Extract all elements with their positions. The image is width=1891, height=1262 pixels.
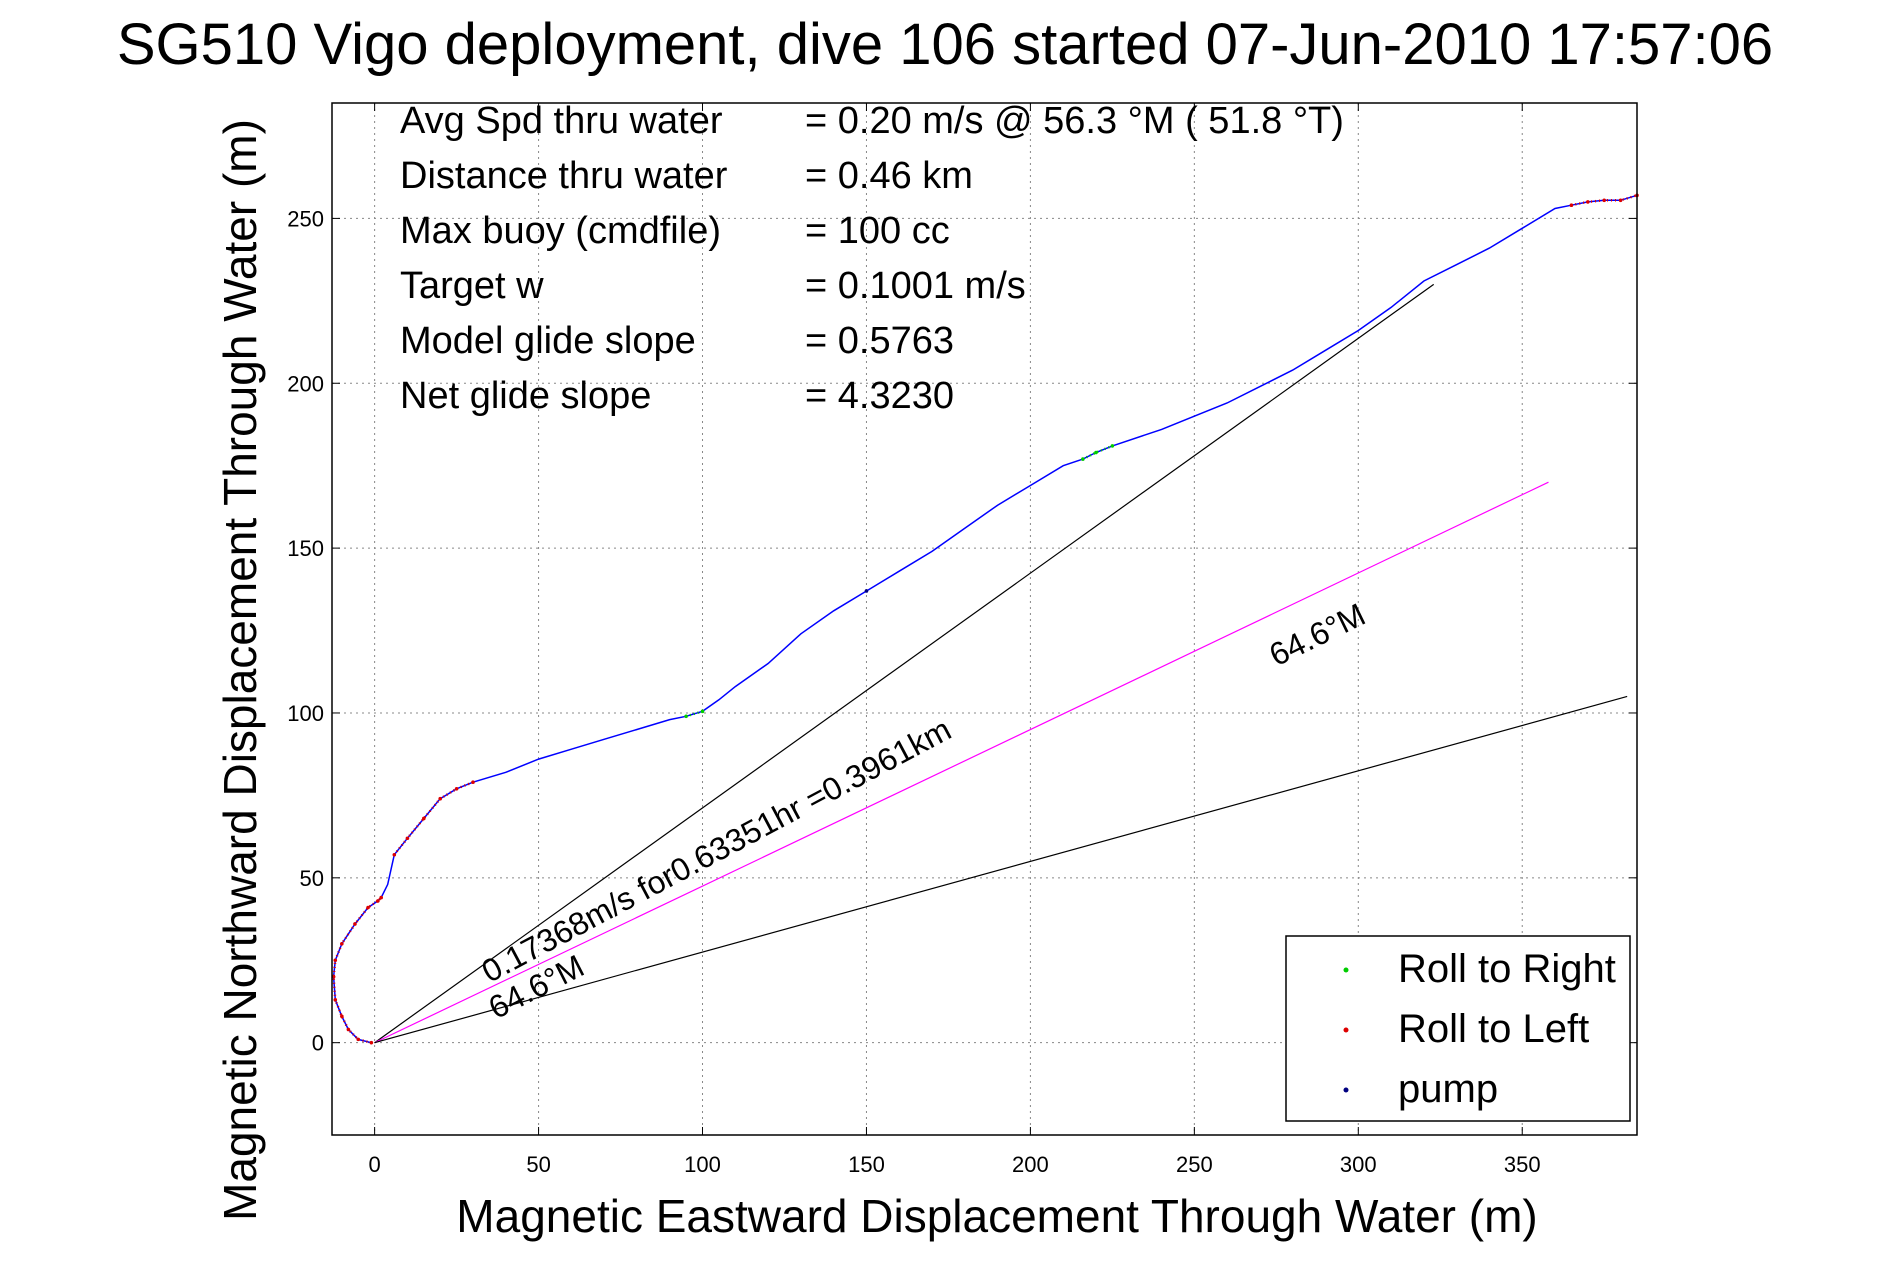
stat-label: Max buoy (cmdfile) — [400, 210, 721, 252]
y-tick-label: 200 — [287, 371, 324, 396]
marker-segment — [332, 896, 383, 1044]
marker-point — [1586, 200, 1590, 204]
stat-label: Avg Spd thru water — [400, 100, 723, 142]
marker-point — [438, 796, 443, 801]
reference-line — [374, 481, 1549, 1044]
legend-label: Roll to Right — [1398, 947, 1616, 991]
plot-area: 0 50 100 150 200 250 300 350 0 50 100 150 200 250 — [287, 102, 1639, 1177]
marker-point — [864, 589, 869, 593]
marker-point — [471, 780, 475, 785]
stat-value: = 0.5763 — [805, 320, 954, 362]
marker-point — [684, 714, 688, 719]
marker-point — [366, 905, 370, 910]
x-axis-label: Magnetic Eastward Displacement Through W… — [456, 1190, 1537, 1242]
marker-point — [346, 1027, 351, 1032]
x-tick-label: 50 — [526, 1152, 550, 1177]
marker-point — [340, 941, 344, 946]
marker-point — [454, 787, 459, 791]
marker-point — [376, 899, 380, 903]
marker-point — [700, 709, 705, 714]
stat-value: = 100 cc — [805, 210, 950, 252]
stat-value: = 0.46 km — [805, 155, 973, 197]
x-tick-label: 200 — [1012, 1152, 1049, 1177]
marker-point — [1618, 198, 1623, 203]
stat-label: Distance thru water — [400, 155, 728, 197]
reference-lines — [374, 283, 1628, 1044]
legend-marker — [1343, 1027, 1349, 1033]
marker-point — [379, 895, 383, 900]
stat-label: Target w — [400, 265, 544, 307]
stat-value: = 4.3230 — [805, 375, 954, 417]
marker-point — [405, 836, 410, 841]
x-tick-label: 250 — [1176, 1152, 1213, 1177]
plot-frame — [331, 102, 1638, 1136]
legend-items: Roll to Right Roll to Left pump — [1343, 947, 1616, 1111]
stats-block: Avg Spd thru water = 0.20 m/s @ 56.3 °M (… — [400, 100, 1344, 417]
legend-label: Roll to Left — [1398, 1007, 1589, 1051]
stat-label: Net glide slope — [400, 375, 651, 417]
y-tick-label: 150 — [287, 536, 324, 561]
y-tick-label: 250 — [287, 206, 324, 231]
track-markers — [331, 193, 1639, 1045]
stat-label: Model glide slope — [400, 320, 696, 362]
legend-box — [1285, 935, 1631, 1122]
marker-point — [1110, 444, 1115, 448]
chart-title: SG510 Vigo deployment, dive 106 started … — [117, 12, 1773, 77]
marker-segment — [1082, 444, 1113, 461]
y-axis-ticks: 0 50 100 150 200 250 — [287, 206, 1637, 1056]
marker-point — [1081, 457, 1085, 461]
y-tick-label: 100 — [287, 701, 324, 726]
marker-point — [333, 958, 338, 963]
marker-point — [340, 1014, 344, 1019]
legend: Roll to Right Roll to Left pump — [1285, 935, 1631, 1122]
reference-line — [374, 695, 1628, 1044]
marker-point — [333, 998, 338, 1002]
stat-value: = 0.1001 m/s — [805, 265, 1026, 307]
x-tick-label: 150 — [848, 1152, 885, 1177]
y-tick-label: 50 — [300, 866, 324, 891]
x-tick-label: 350 — [1504, 1152, 1541, 1177]
marker-point — [369, 1040, 374, 1045]
y-tick-label: 0 — [312, 1031, 324, 1056]
marker-point — [356, 1037, 361, 1042]
legend-marker — [1343, 1087, 1349, 1093]
marker-point — [1602, 198, 1607, 203]
x-axis-ticks: 0 50 100 150 200 250 300 350 — [369, 103, 1541, 1177]
x-tick-label: 100 — [684, 1152, 721, 1177]
marker-point — [1094, 450, 1098, 455]
marker-point — [1569, 203, 1574, 208]
x-tick-label: 0 — [369, 1152, 381, 1177]
marker-point — [353, 922, 357, 926]
marker-point — [392, 852, 397, 857]
legend-marker — [1343, 967, 1349, 973]
marker-segment — [685, 710, 703, 718]
x-tick-label: 300 — [1340, 1152, 1377, 1177]
reference-line — [374, 283, 1435, 1044]
legend-label: pump — [1398, 1067, 1498, 1111]
y-axis-label: Magnetic Northward Displacement Through … — [214, 119, 266, 1221]
stat-value: = 0.20 m/s @ 56.3 °M ( 51.8 °T) — [805, 100, 1344, 142]
marker-point — [422, 816, 426, 821]
